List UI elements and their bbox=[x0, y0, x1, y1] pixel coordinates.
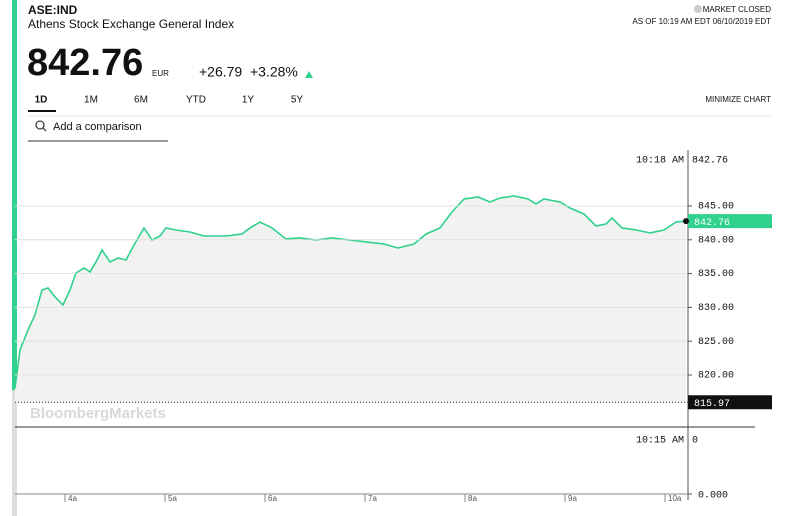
tab[interactable]: 6M bbox=[134, 95, 148, 106]
last-value-label: 842.76 bbox=[694, 218, 730, 229]
previous-close-label: 815.97 bbox=[694, 399, 730, 410]
price: 842.76 bbox=[27, 42, 143, 84]
x-tick-label: 8a bbox=[468, 494, 477, 503]
volume-time: 10:15 AM bbox=[636, 436, 684, 447]
search-icon bbox=[42, 127, 47, 132]
volume-value: 0 bbox=[692, 436, 698, 447]
search-input[interactable]: Add a comparison bbox=[53, 121, 142, 133]
index-name: Athens Stock Exchange General Index bbox=[28, 17, 234, 31]
as-of: AS OF 10:19 AM EDT 06/10/2019 EDT bbox=[632, 17, 771, 26]
volume-axis-label: 0.000 bbox=[698, 491, 728, 502]
accent-bar-lower bbox=[12, 390, 17, 516]
symbol: ASE:IND bbox=[28, 3, 78, 17]
x-tick-label: 4a bbox=[68, 494, 77, 503]
area bbox=[15, 195, 686, 403]
x-tick-label: 9a bbox=[568, 494, 577, 503]
tab[interactable]: 1D bbox=[35, 95, 48, 106]
tab[interactable]: 1M bbox=[84, 95, 98, 106]
y-tick-label: 820.00 bbox=[698, 371, 734, 382]
y-tick-label: 840.00 bbox=[698, 235, 734, 246]
x-tick-label: 6a bbox=[268, 494, 277, 503]
y-tick-label: 845.00 bbox=[698, 202, 734, 213]
change-pct: +3.28% bbox=[250, 64, 298, 80]
market-status: MARKET CLOSED bbox=[703, 5, 772, 14]
tab[interactable]: 5Y bbox=[291, 95, 304, 106]
tabs: 1D 1M 6M YTD 1Y 5Y bbox=[35, 95, 304, 106]
last-value-dot bbox=[683, 218, 689, 225]
x-tick-label: 7a bbox=[368, 494, 377, 503]
tab[interactable]: YTD bbox=[186, 95, 206, 106]
y-tick-label: 830.00 bbox=[698, 303, 734, 314]
previous-close-tag bbox=[688, 395, 772, 410]
currency: EUR bbox=[152, 69, 169, 78]
search-icon bbox=[35, 120, 45, 130]
x-tick-label: 5a bbox=[168, 494, 177, 503]
crosshair-time: 10:18 AM bbox=[636, 156, 684, 167]
accent-bar bbox=[12, 0, 17, 390]
status-dot bbox=[694, 5, 702, 13]
tab[interactable]: 1Y bbox=[242, 95, 255, 106]
last-value-tag bbox=[688, 214, 772, 229]
y-tick-label: 825.00 bbox=[698, 337, 734, 348]
watermark: BloombergMarkets bbox=[30, 405, 166, 422]
minimize-chart[interactable]: MINIMIZE CHART bbox=[705, 95, 771, 104]
x-tick-label: 10a bbox=[668, 494, 682, 503]
change: +26.79 bbox=[199, 64, 242, 80]
y-tick-label: 835.00 bbox=[698, 269, 734, 280]
up-arrow bbox=[305, 71, 313, 78]
crosshair-value: 842.76 bbox=[692, 156, 728, 167]
plot: 820.00 825.00 830.00 835.00 840.00 845.00 815.… bbox=[14, 150, 772, 503]
